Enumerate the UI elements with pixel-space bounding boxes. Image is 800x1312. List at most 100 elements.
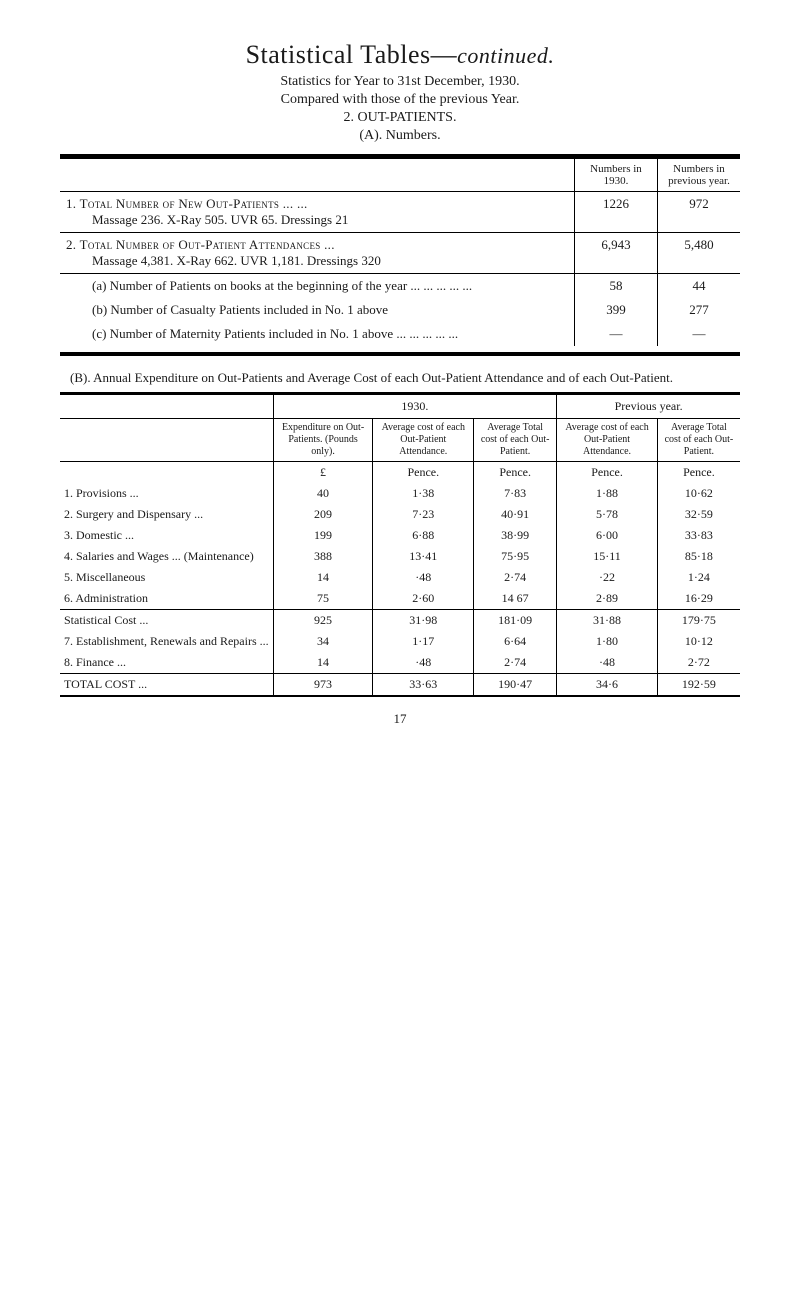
v1-4: 1·88	[557, 483, 658, 504]
subrow-b-c1: 399	[575, 298, 658, 322]
v8-5: 2·72	[657, 652, 740, 674]
subrow-a-label: (a) Number of Patients on books at the b…	[60, 274, 575, 299]
v3-2: 6·88	[373, 525, 474, 546]
v8-4: ·48	[557, 652, 658, 674]
table-b-subheader-row: Expenditure on Out-Patients. (Pounds onl…	[60, 419, 740, 462]
lbl-8: 8. Finance ...	[60, 652, 273, 674]
group-1930: 1930.	[273, 394, 557, 419]
title-main: Statistical Tables—	[246, 40, 458, 69]
lbl-stat: Statistical Cost ...	[60, 610, 273, 632]
tot-5: 192·59	[657, 674, 740, 697]
subrow-b-label: (b) Number of Casualty Patients included…	[60, 298, 575, 322]
subhdr-1: Expenditure on Out-Patients. (Pounds onl…	[273, 419, 373, 462]
v2-4: 5·78	[557, 504, 658, 525]
subhdr-blank	[60, 419, 273, 462]
v4-1: 388	[273, 546, 373, 567]
table-b-group-header-row: 1930. Previous year.	[60, 394, 740, 419]
tot-1: 973	[273, 674, 373, 697]
page-number: 17	[60, 711, 740, 727]
v6-1: 75	[273, 588, 373, 610]
table-a-row-2-label: 2. Total Number of Out-Patient Attendanc…	[60, 233, 575, 274]
table-a-header-numbers-prev: Numbers in previous year.	[658, 159, 741, 192]
lbl-2: 2. Surgery and Dispensary ...	[60, 504, 273, 525]
stat-4: 31·88	[557, 610, 658, 632]
unit-row: £ Pence. Pence. Pence. Pence.	[60, 462, 740, 484]
subhdr-3: Average Total cost of each Out-Patient.	[474, 419, 557, 462]
stat-5: 179·75	[657, 610, 740, 632]
table-a-bottom-rule	[60, 346, 740, 354]
stat-1: 925	[273, 610, 373, 632]
subrow-c-label: (c) Number of Maternity Patients include…	[60, 322, 575, 346]
v3-1: 199	[273, 525, 373, 546]
row-total: TOTAL COST ... 973 33·63 190·47 34·6 192…	[60, 674, 740, 697]
tot-2: 33·63	[373, 674, 474, 697]
table-b: 1930. Previous year. Expenditure on Out-…	[60, 392, 740, 697]
stat-2: 31·98	[373, 610, 474, 632]
subhdr-2: Average cost of each Out-Patient Attenda…	[373, 419, 474, 462]
v5-5: 1·24	[657, 567, 740, 588]
row2-sub: Massage 4,381. X-Ray 662. UVR 1,181. Dre…	[66, 253, 568, 269]
u1: £	[273, 462, 373, 484]
table-b-blank-corner	[60, 394, 273, 419]
row-statistical: Statistical Cost ... 925 31·98 181·09 31…	[60, 610, 740, 632]
v1-1: 40	[273, 483, 373, 504]
table-a-row-2: 2. Total Number of Out-Patient Attendanc…	[60, 233, 740, 274]
row-salaries: 4. Salaries and Wages ... (Maintenance) …	[60, 546, 740, 567]
u5: Pence.	[657, 462, 740, 484]
subrow-a-c1: 58	[575, 274, 658, 299]
v6-2: 2·60	[373, 588, 474, 610]
v7-2: 1·17	[373, 631, 474, 652]
group-prev: Previous year.	[557, 394, 740, 419]
v8-1: 14	[273, 652, 373, 674]
title-continued: continued.	[457, 43, 554, 68]
tot-3: 190·47	[474, 674, 557, 697]
subrow-a-c2: 44	[658, 274, 741, 299]
lbl-3: 3. Domestic ...	[60, 525, 273, 546]
subtitle-1: Statistics for Year to 31st December, 19…	[60, 74, 740, 90]
subtitle-2: Compared with those of the previous Year…	[60, 92, 740, 108]
u2: Pence.	[373, 462, 474, 484]
v2-3: 40·91	[474, 504, 557, 525]
row1-main: 1. Total Number of New Out-Patients ... …	[66, 196, 308, 211]
table-a-subrow-a: (a) Number of Patients on books at the b…	[60, 274, 740, 299]
v2-1: 209	[273, 504, 373, 525]
row-provisions: 1. Provisions ... 40 1·38 7·83 1·88 10·6…	[60, 483, 740, 504]
row2-c2: 5,480	[658, 233, 741, 274]
subtitle-4: (A). Numbers.	[60, 128, 740, 144]
row-finance: 8. Finance ... 14 ·48 2·74 ·48 2·72	[60, 652, 740, 674]
table-a-row-1: 1. Total Number of New Out-Patients ... …	[60, 192, 740, 233]
u3: Pence.	[474, 462, 557, 484]
row1-c2: 972	[658, 192, 741, 233]
table-a-subrow-c: (c) Number of Maternity Patients include…	[60, 322, 740, 346]
v7-5: 10·12	[657, 631, 740, 652]
v1-2: 1·38	[373, 483, 474, 504]
v5-4: ·22	[557, 567, 658, 588]
subtitle-3: 2. OUT-PATIENTS.	[60, 110, 740, 126]
v7-3: 6·64	[474, 631, 557, 652]
u4: Pence.	[557, 462, 658, 484]
v5-3: 2·74	[474, 567, 557, 588]
lbl-6: 6. Administration	[60, 588, 273, 610]
lbl-7: 7. Establishment, Renewals and Repairs .…	[60, 631, 273, 652]
row-establishment: 7. Establishment, Renewals and Repairs .…	[60, 631, 740, 652]
v2-5: 32·59	[657, 504, 740, 525]
subrow-b-c2: 277	[658, 298, 741, 322]
page-container: Statistical Tables—continued. Statistics…	[0, 0, 800, 757]
table-a-blank-header	[60, 159, 575, 192]
subhdr-4: Average cost of each Out-Patient Attenda…	[557, 419, 658, 462]
table-a-header-numbers-1930: Numbers in 1930.	[575, 159, 658, 192]
v7-1: 34	[273, 631, 373, 652]
row-misc: 5. Miscellaneous 14 ·48 2·74 ·22 1·24	[60, 567, 740, 588]
subhdr-5: Average Total cost of each Out-Patient.	[657, 419, 740, 462]
v2-2: 7·23	[373, 504, 474, 525]
v4-5: 85·18	[657, 546, 740, 567]
lbl-4: 4. Salaries and Wages ... (Maintenance)	[60, 546, 273, 567]
row-domestic: 3. Domestic ... 199 6·88 38·99 6·00 33·8…	[60, 525, 740, 546]
unit-blank	[60, 462, 273, 484]
row2-c1: 6,943	[575, 233, 658, 274]
table-a-row-1-label: 1. Total Number of New Out-Patients ... …	[60, 192, 575, 233]
subrow-c-c1: —	[575, 322, 658, 346]
v4-2: 13·41	[373, 546, 474, 567]
section-b-caption: (B). Annual Expenditure on Out-Patients …	[70, 370, 730, 386]
v4-4: 15·11	[557, 546, 658, 567]
